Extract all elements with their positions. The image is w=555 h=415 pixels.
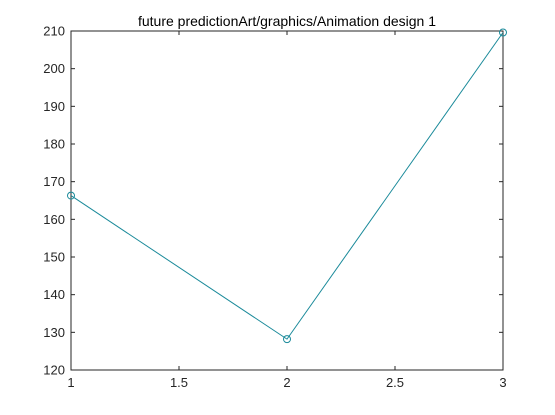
x-tick-label: 2.5 <box>386 375 404 390</box>
y-tick-label: 140 <box>43 287 65 302</box>
x-tick-label: 1 <box>67 375 74 390</box>
x-tick-label: 3 <box>499 375 506 390</box>
y-tick-label: 170 <box>43 174 65 189</box>
y-tick-label: 190 <box>43 99 65 114</box>
y-tick-label: 150 <box>43 250 65 265</box>
y-tick-label: 210 <box>43 24 65 39</box>
y-tick-label: 120 <box>43 363 65 378</box>
data-point-marker <box>283 335 291 344</box>
y-axis: 120 130 140 150 160 170 180 190 200 210 <box>43 24 503 378</box>
x-tick-label: 1.5 <box>170 375 188 390</box>
series-layer <box>67 28 507 344</box>
y-tick-label: 180 <box>43 137 65 152</box>
x-tick-label: 2 <box>283 375 290 390</box>
data-point-marker <box>67 191 75 200</box>
x-axis: 1 1.5 2 2.5 3 <box>67 31 507 390</box>
data-point-marker <box>499 28 507 37</box>
series-line <box>70 32 504 340</box>
y-tick-label: 200 <box>43 61 65 76</box>
chart-title: future predictionArt/graphics/Animation … <box>138 13 436 29</box>
plot-area <box>70 30 504 371</box>
y-tick-label: 130 <box>43 325 65 340</box>
y-tick-label: 160 <box>43 212 65 227</box>
